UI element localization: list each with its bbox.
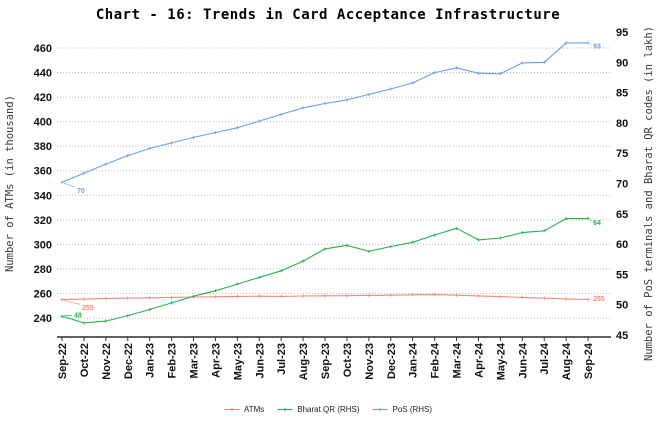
left-axis-title: Number of ATMs (in thousand) <box>4 95 16 272</box>
y-axis-tick-label-right: 45 <box>616 330 628 342</box>
x-axis-tick-label: Aug-24 <box>561 342 573 380</box>
x-axis-tick-label: Nov-23 <box>364 343 376 380</box>
legend-item[interactable]: Bharat QR (RHS) <box>277 405 359 414</box>
x-axis-tick-label: Sep-24 <box>583 342 595 379</box>
y-axis-tick-label-right: 85 <box>616 88 628 100</box>
x-axis-tick-label: Feb-23 <box>167 343 179 378</box>
legend-item-label: PoS (RHS) <box>392 405 432 414</box>
y-axis-tick-label-left: 280 <box>34 264 52 276</box>
x-axis-tick-label: Sep-22 <box>57 343 69 379</box>
y-axis-tick-label-left: 300 <box>34 239 52 251</box>
y-axis-tick-label-right: 50 <box>616 300 628 312</box>
x-axis-tick-label: Jun-23 <box>254 343 266 378</box>
x-axis-tick-label: Aug-23 <box>298 343 310 380</box>
x-axis-tick-label: Oct-22 <box>79 343 91 377</box>
x-axis-tick-label: Mar-23 <box>189 343 201 378</box>
x-axis-tick-label: Jul-24 <box>539 342 551 375</box>
y-axis-tick-label-left: 360 <box>34 166 52 178</box>
y-axis-tick-label-right: 70 <box>616 179 628 191</box>
legend-item[interactable]: ATMs <box>224 405 264 414</box>
x-axis-tick-label: Apr-23 <box>210 343 222 378</box>
x-axis-tick-label: Jan-23 <box>145 343 157 378</box>
y-axis-tick-label-left: 380 <box>34 141 52 153</box>
x-axis-tick-label: Jul-23 <box>276 343 288 375</box>
y-axis-tick-label-left: 340 <box>34 190 52 202</box>
y-axis-tick-label-right: 80 <box>616 118 628 130</box>
y-axis-tick-label-left: 460 <box>34 43 52 55</box>
x-axis-tick-label: Jun-24 <box>517 342 529 378</box>
x-axis-tick-label: Jan-24 <box>408 342 420 378</box>
data-label: 255 <box>593 296 605 303</box>
series-line-bharat-qr-rhs- <box>62 219 588 323</box>
y-axis-tick-label-right: 55 <box>616 269 628 281</box>
x-axis-tick-label: May-24 <box>495 342 507 380</box>
y-axis-tick-label-left: 440 <box>34 68 52 80</box>
x-axis-tick-label: Mar-24 <box>452 342 464 378</box>
y-axis-tick-label-left: 320 <box>34 215 52 227</box>
x-axis-tick-label: Feb-24 <box>430 342 442 378</box>
legend-item-label: ATMs <box>244 405 264 414</box>
legend-marker-icon <box>372 405 388 414</box>
data-label-leader <box>590 44 591 45</box>
data-label: 64 <box>593 220 601 227</box>
legend-marker-icon <box>224 405 240 414</box>
x-axis-tick-label: Oct-23 <box>342 343 354 377</box>
y-axis-tick-label-right: 75 <box>616 148 628 160</box>
x-axis-tick-label: Nov-22 <box>101 343 113 380</box>
legend-item[interactable]: PoS (RHS) <box>372 405 432 414</box>
data-label: 255 <box>82 305 94 312</box>
y-axis-tick-label-right: 65 <box>616 209 628 221</box>
y-axis-tick-label-left: 420 <box>34 92 52 104</box>
series-line-pos-rhs- <box>62 43 588 182</box>
y-axis-tick-label-left: 260 <box>34 288 52 300</box>
right-axis-title: Number of PoS terminals and Bharat QR co… <box>643 26 655 361</box>
x-axis-tick-label: Apr-24 <box>473 342 485 378</box>
y-axis-tick-label-right: 60 <box>616 239 628 251</box>
y-axis-tick-label-left: 240 <box>34 313 52 325</box>
x-axis-tick-label: Sep-23 <box>320 343 332 379</box>
data-label-leader <box>64 183 75 187</box>
y-axis-tick-label-left: 400 <box>34 117 52 129</box>
data-label-leader <box>590 220 591 221</box>
x-axis-tick-label: Dec-23 <box>386 343 398 379</box>
legend-marker-icon <box>277 405 293 414</box>
data-label-leader <box>64 301 80 305</box>
data-label: 70 <box>77 188 85 195</box>
legend: ATMs Bharat QR (RHS) PoS (RHS) <box>0 405 656 414</box>
y-axis-tick-label-right: 95 <box>616 27 628 39</box>
legend-item-label: Bharat QR (RHS) <box>297 405 359 414</box>
x-axis-tick-label: Dec-22 <box>123 343 135 379</box>
y-axis-tick-label-right: 90 <box>616 57 628 69</box>
data-label: 93 <box>593 43 601 50</box>
data-label: 48 <box>74 313 82 320</box>
chart-title: Chart - 16: Trends in Card Acceptance In… <box>0 7 656 23</box>
x-axis-tick-label: May-23 <box>232 343 244 380</box>
